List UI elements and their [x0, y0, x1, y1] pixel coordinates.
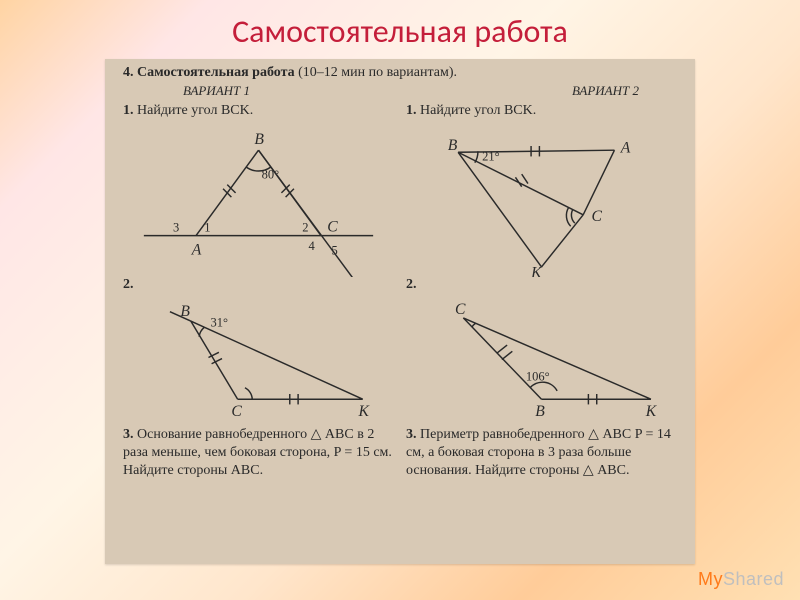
heading-num: 4.	[123, 65, 134, 80]
v2-fig2-C: C	[455, 301, 466, 318]
v1-fig1-A: A	[191, 241, 202, 258]
slide-title: Самостоятельная работа	[232, 12, 568, 51]
v2-figure2: 106° C B K	[406, 295, 677, 420]
v2-fig1-A: A	[620, 139, 631, 156]
v2-fig2-K: K	[645, 403, 658, 420]
v1-problem2-prompt: 2.	[123, 277, 394, 293]
v1-p1-text: Найдите угол BCK.	[137, 103, 253, 118]
v1-fig1-n4: 4	[309, 239, 316, 253]
v2-problem3: 3. Периметр равнобедренного △ ABC P = 14…	[406, 426, 677, 480]
v2-p1-text: Найдите угол BCK.	[420, 103, 536, 118]
v2-fig1-C: C	[592, 208, 603, 225]
v2-p3-num: 3.	[406, 427, 417, 442]
v1-p3-num: 3.	[123, 427, 134, 442]
v1-fig2-B: B	[180, 303, 190, 320]
variant2-label: ВАРИАНТ 2	[572, 83, 639, 99]
v1-problem3: 3. Основание равнобедренного △ ABC в 2 р…	[123, 426, 394, 480]
variant1-label: ВАРИАНТ 1	[183, 83, 250, 99]
v1-p1-num: 1.	[123, 103, 134, 118]
v1-fig2-K: K	[358, 403, 371, 420]
v2-fig2-B: B	[535, 403, 545, 420]
v1-fig2-angle: 31°	[211, 316, 229, 330]
watermark-my: My	[698, 569, 723, 589]
variant1-column: 1. Найдите угол BCK.	[123, 103, 394, 480]
v2-p3-text: Периметр равнобедренного △ ABC P = 14 см…	[406, 427, 671, 478]
v1-fig1-B: B	[254, 131, 264, 148]
v1-figure2: 31° B C K	[123, 295, 394, 420]
v2-problem2-prompt: 2.	[406, 277, 677, 293]
v1-figure1: 80° B A C 3 1 2 4 5	[123, 121, 394, 277]
v1-fig1-angle: 80°	[262, 167, 280, 181]
v2-fig1-K: K	[530, 264, 543, 277]
variant2-column: 1. Найдите угол BCK.	[406, 103, 677, 480]
heading-bold: Самостоятельная работа	[137, 65, 295, 80]
v2-p2-num: 2.	[406, 277, 417, 292]
v1-fig1-C: C	[327, 218, 338, 235]
v2-fig2-angle: 106°	[526, 370, 550, 384]
v2-p1-num: 1.	[406, 103, 417, 118]
v1-p3-text: Основание равнобедренного △ ABC в 2 раза…	[123, 427, 392, 478]
v1-p2-num: 2.	[123, 277, 134, 292]
heading-rest: (10–12 мин по вариантам).	[298, 65, 457, 80]
v2-fig1-B: B	[448, 137, 458, 154]
watermark-shared: Shared	[723, 569, 784, 589]
v1-fig2-C: C	[231, 403, 242, 420]
v1-problem1-prompt: 1. Найдите угол BCK.	[123, 103, 394, 119]
v1-fig1-n5: 5	[331, 243, 337, 257]
worksheet-heading: 4. Самостоятельная работа (10–12 мин по …	[123, 65, 677, 81]
v2-figure1: 21° B A C K	[406, 121, 677, 277]
worksheet-scan: 4. Самостоятельная работа (10–12 мин по …	[105, 59, 695, 564]
v2-problem1-prompt: 1. Найдите угол BCK.	[406, 103, 677, 119]
v1-fig1-n2: 2	[302, 220, 308, 234]
v2-fig1-angle: 21°	[482, 150, 499, 164]
watermark: MyShared	[698, 569, 784, 590]
v1-fig1-n3: 3	[173, 220, 179, 234]
v1-fig1-n1: 1	[204, 220, 210, 234]
